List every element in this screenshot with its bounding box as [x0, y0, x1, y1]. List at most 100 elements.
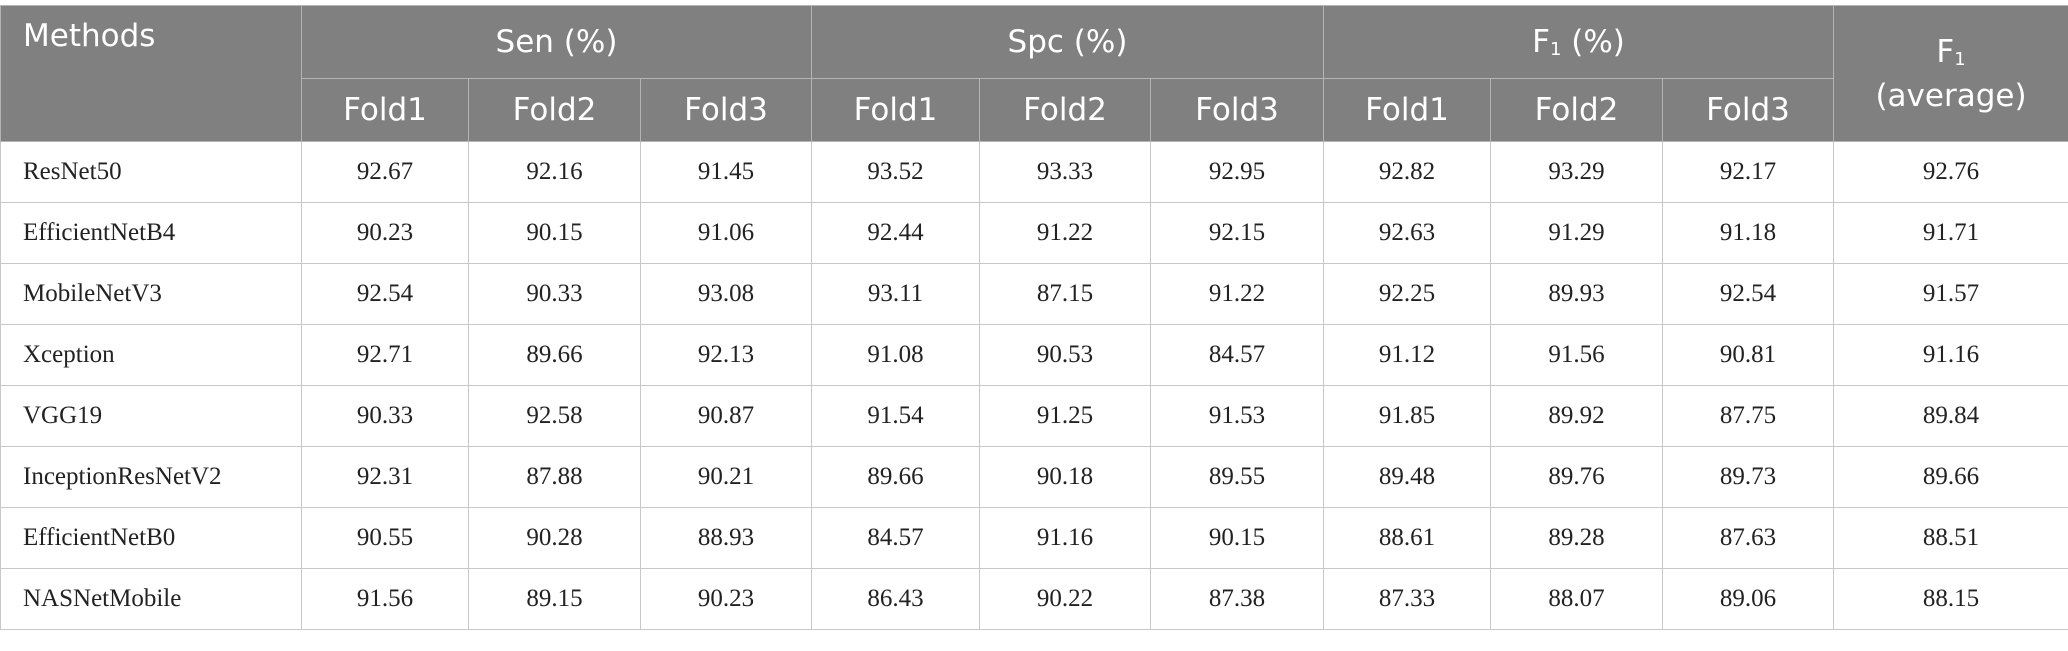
table-row: MobileNetV3 92.54 90.33 93.08 93.11 87.15 91.2… [0, 263, 2068, 325]
group-header: F1 (%) [1323, 5, 1835, 79]
fold-header: Fold2 [468, 78, 641, 142]
label: F1 [1834, 34, 2068, 78]
value-cell: 92.54 [301, 263, 469, 325]
value-cell: 91.08 [811, 324, 980, 386]
table-row: NASNetMobile 91.56 89.15 90.23 86.43 90.22 87.… [0, 568, 2068, 630]
value-cell: 91.29 [1490, 202, 1664, 264]
value-cell: 91.45 [640, 141, 812, 203]
value-cell: 89.76 [1490, 446, 1664, 508]
table-body: ResNet50 92.67 92.16 91.45 93.52 93.33 92.95 92… [0, 141, 2068, 630]
value-cell: 92.63 [1323, 202, 1492, 264]
value-cell: 89.92 [1490, 385, 1664, 447]
value-cell: 89.93 [1490, 263, 1664, 325]
value-cell: 91.25 [979, 385, 1151, 447]
value-cell: 87.88 [468, 446, 641, 508]
fold-header: Fold3 [640, 78, 812, 142]
value-cell: 91.85 [1323, 385, 1492, 447]
value-cell: 92.71 [301, 324, 469, 386]
header-row: Methods Sen (%) Spc (%) F1 (%) F1 (average) [0, 5, 2068, 142]
value-cell: 92.95 [1149, 141, 1325, 203]
method-cell: EfficientNetB0 [0, 507, 302, 569]
value-cell: 90.33 [468, 263, 641, 325]
value-cell: 89.15 [468, 568, 641, 630]
value-cell: 88.51 [1833, 507, 2068, 569]
label: F1 (%) [1532, 24, 1625, 60]
value-cell: 89.28 [1490, 507, 1664, 569]
value-cell: 88.61 [1323, 507, 1492, 569]
value-cell: 91.53 [1149, 385, 1325, 447]
value-cell: 90.18 [979, 446, 1151, 508]
label-text: Sen (%) [495, 24, 618, 60]
value-cell: 92.13 [640, 324, 812, 386]
subscript: 1 [1954, 48, 1966, 70]
value-cell: 84.57 [1149, 324, 1325, 386]
value-cell: 91.12 [1323, 324, 1492, 386]
label: Spc (%) [1008, 24, 1128, 60]
value-cell: 86.43 [811, 568, 980, 630]
value-cell: 91.16 [979, 507, 1151, 569]
table-row: EfficientNetB0 90.55 90.28 88.93 84.57 91.16 9… [0, 507, 2068, 569]
value-cell: 88.93 [640, 507, 812, 569]
group-header: Sen (%) [301, 5, 812, 79]
value-cell: 89.84 [1833, 385, 2068, 447]
value-cell: 90.28 [468, 507, 641, 569]
value-cell: 91.18 [1662, 202, 1835, 264]
value-cell: 92.31 [301, 446, 469, 508]
value-cell: 93.11 [811, 263, 980, 325]
table-row: ResNet50 92.67 92.16 91.45 93.52 93.33 92.95 92… [0, 141, 2068, 203]
value-cell: 89.55 [1149, 446, 1325, 508]
value-cell: 92.82 [1323, 141, 1492, 203]
subscript: 1 [1549, 39, 1562, 60]
value-cell: 91.16 [1833, 324, 2068, 386]
value-cell: 93.33 [979, 141, 1151, 203]
group-header: Spc (%) [810, 5, 1325, 79]
label-suffix: (%) [1561, 24, 1625, 60]
value-cell: 90.22 [979, 568, 1151, 630]
value-cell: 90.23 [301, 202, 469, 264]
value-cell: 92.67 [301, 141, 469, 203]
value-cell: 89.73 [1662, 446, 1835, 508]
value-cell: 89.66 [811, 446, 980, 508]
fold-header: Fold1 [301, 78, 469, 142]
value-cell: 92.16 [468, 141, 641, 203]
results-table: Methods Sen (%) Spc (%) F1 (%) F1 (average) … [0, 5, 2068, 630]
method-cell: ResNet50 [0, 141, 302, 203]
value-cell: 87.15 [979, 263, 1151, 325]
method-cell: Xception [0, 324, 302, 386]
value-cell: 91.57 [1833, 263, 2068, 325]
value-cell: 93.08 [640, 263, 812, 325]
value-cell: 92.15 [1149, 202, 1325, 264]
label: Sen (%) [496, 24, 618, 60]
value-cell: 90.21 [640, 446, 812, 508]
value-cell: 91.22 [979, 202, 1151, 264]
value-cell: 92.76 [1833, 141, 2068, 203]
fold-header: Fold3 [1149, 78, 1325, 142]
value-cell: 90.23 [640, 568, 812, 630]
value-cell: 90.15 [468, 202, 641, 264]
label-text: F [1532, 24, 1550, 60]
method-cell: VGG19 [0, 385, 302, 447]
value-cell: 92.58 [468, 385, 641, 447]
method-cell: MobileNetV3 [0, 263, 302, 325]
table-row: InceptionResNetV2 92.31 87.88 90.21 89.66 90.… [0, 446, 2068, 508]
value-cell: 87.38 [1149, 568, 1325, 630]
value-cell: 88.07 [1490, 568, 1664, 630]
value-cell: 87.63 [1662, 507, 1835, 569]
method-cell: NASNetMobile [0, 568, 302, 630]
value-cell: 87.33 [1323, 568, 1492, 630]
label-suffix: (average) [1875, 77, 2027, 114]
table-header: Methods Sen (%) Spc (%) F1 (%) F1 (average) … [0, 5, 2068, 142]
fold-header: Fold2 [1490, 78, 1664, 142]
fold-header: Fold1 [811, 78, 980, 142]
average-header: F1 (average) [1833, 5, 2068, 142]
value-cell: 92.54 [1662, 263, 1835, 325]
table-row: EfficientNetB4 90.23 90.15 91.06 92.44 91.22 9… [0, 202, 2068, 264]
table-row: Xception 92.71 89.66 92.13 91.08 90.53 84.57 91… [0, 324, 2068, 386]
value-cell: 90.15 [1149, 507, 1325, 569]
label-text: F [1936, 33, 1955, 70]
value-cell: 89.66 [1833, 446, 2068, 508]
method-cell: EfficientNetB4 [0, 202, 302, 264]
value-cell: 89.48 [1323, 446, 1492, 508]
value-cell: 90.53 [979, 324, 1151, 386]
